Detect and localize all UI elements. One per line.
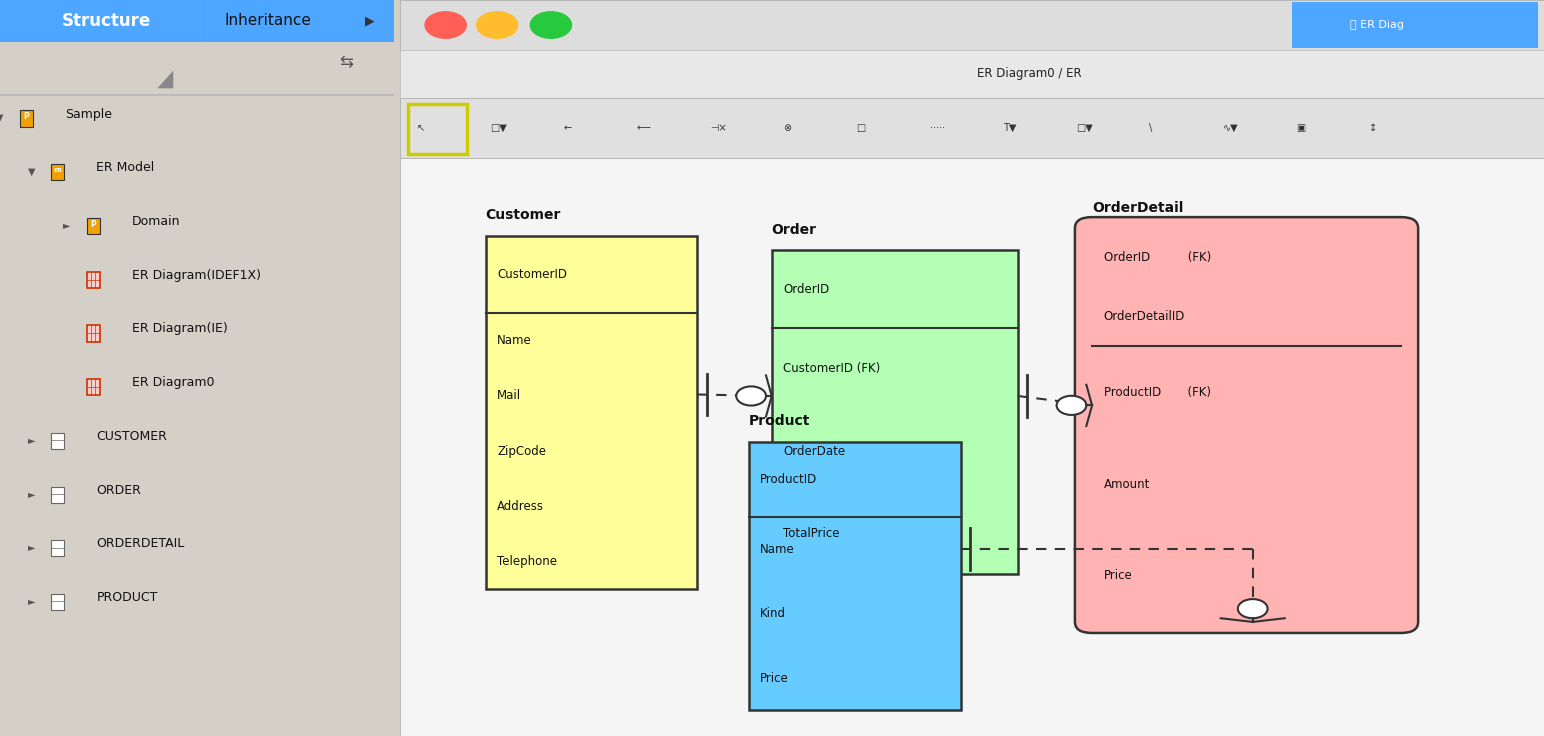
Text: □▼: □▼ [1076,123,1093,133]
Text: TotalPrice: TotalPrice [783,526,840,539]
FancyBboxPatch shape [86,325,100,342]
Text: ►: ► [28,489,36,499]
Text: PRODUCT: PRODUCT [96,591,157,604]
FancyBboxPatch shape [20,110,32,127]
FancyBboxPatch shape [400,50,1544,98]
Text: Customer: Customer [486,208,560,222]
Text: ⇆: ⇆ [340,54,354,71]
Text: ER Diagram0: ER Diagram0 [131,376,215,389]
Text: ←: ← [564,123,571,133]
Text: Price: Price [760,671,789,684]
FancyBboxPatch shape [86,218,100,234]
Text: ⊗: ⊗ [783,123,791,133]
Text: Product: Product [749,414,811,428]
FancyBboxPatch shape [51,164,65,180]
FancyBboxPatch shape [51,433,65,449]
Text: Domain: Domain [131,215,181,228]
Text: Inheritance: Inheritance [224,13,312,29]
Text: OrderDate: OrderDate [783,445,845,458]
Text: T▼: T▼ [1004,123,1016,133]
Circle shape [1238,599,1268,618]
Text: ORDERDETAIL: ORDERDETAIL [96,537,185,551]
Text: ▣: ▣ [1295,123,1305,133]
FancyBboxPatch shape [86,272,100,288]
Text: CustomerID (FK): CustomerID (FK) [783,363,880,375]
Text: OrderDetail: OrderDetail [1092,201,1183,215]
FancyBboxPatch shape [86,379,100,395]
FancyBboxPatch shape [400,0,1544,50]
Text: ER Model: ER Model [96,161,154,174]
Text: ZipCode: ZipCode [497,445,547,458]
FancyBboxPatch shape [0,94,394,96]
FancyBboxPatch shape [772,250,1017,574]
Text: Sample: Sample [65,107,113,121]
Text: ·····: ····· [929,123,945,133]
Text: ⟵: ⟵ [636,123,650,133]
Text: ▼: ▼ [0,113,3,123]
Text: ►: ► [63,220,71,230]
Text: ⊣×: ⊣× [710,123,727,133]
Text: □: □ [857,123,866,133]
FancyBboxPatch shape [486,236,698,589]
Text: P: P [23,113,29,121]
Text: CUSTOMER: CUSTOMER [96,430,167,443]
FancyBboxPatch shape [51,540,65,556]
FancyBboxPatch shape [0,0,394,42]
Text: OrderID          (FK): OrderID (FK) [1104,251,1210,264]
Text: ↖: ↖ [417,123,425,133]
Text: ⬛ ER Diag: ⬛ ER Diag [1349,20,1403,30]
Circle shape [736,386,766,406]
FancyBboxPatch shape [1292,2,1538,48]
Text: ER Diagram(IE): ER Diagram(IE) [131,322,227,336]
Text: ORDER: ORDER [96,484,142,497]
Text: OrderID: OrderID [783,283,829,296]
Text: Name: Name [497,334,531,347]
Polygon shape [157,71,173,88]
Text: OrderDetailID: OrderDetailID [1104,311,1184,323]
FancyBboxPatch shape [400,158,1544,736]
Text: ProductID: ProductID [760,473,817,486]
Text: ∿▼: ∿▼ [1223,123,1238,133]
Circle shape [1056,396,1087,415]
Text: Address: Address [497,500,543,513]
Text: CustomerID: CustomerID [497,268,567,281]
FancyBboxPatch shape [749,442,960,710]
Text: Amount: Amount [1104,478,1150,491]
Text: ▶: ▶ [366,15,375,27]
Text: Order: Order [772,223,817,237]
Text: P: P [90,220,96,229]
Text: ↕: ↕ [1370,123,1377,133]
Circle shape [477,12,517,38]
Circle shape [530,12,571,38]
Text: Name: Name [760,542,795,556]
Text: ►: ► [28,542,36,553]
Text: ►: ► [28,435,36,445]
Text: ER Diagram0 / ER: ER Diagram0 / ER [977,68,1081,80]
FancyBboxPatch shape [400,98,1544,158]
Text: ▼: ▼ [28,166,36,177]
Text: Mail: Mail [497,389,522,403]
FancyBboxPatch shape [51,594,65,610]
Text: Price: Price [1104,570,1132,582]
FancyBboxPatch shape [51,486,65,503]
Text: Structure: Structure [62,12,151,30]
Text: □▼: □▼ [491,123,506,133]
Text: ►: ► [28,596,36,606]
FancyBboxPatch shape [1075,217,1417,633]
Text: ER: ER [52,169,62,173]
Text: \: \ [1149,123,1152,133]
Text: ProductID       (FK): ProductID (FK) [1104,386,1210,399]
Text: Kind: Kind [760,607,786,620]
Text: ER Diagram(IDEF1X): ER Diagram(IDEF1X) [131,269,261,282]
Circle shape [425,12,466,38]
Text: Telephone: Telephone [497,555,557,567]
